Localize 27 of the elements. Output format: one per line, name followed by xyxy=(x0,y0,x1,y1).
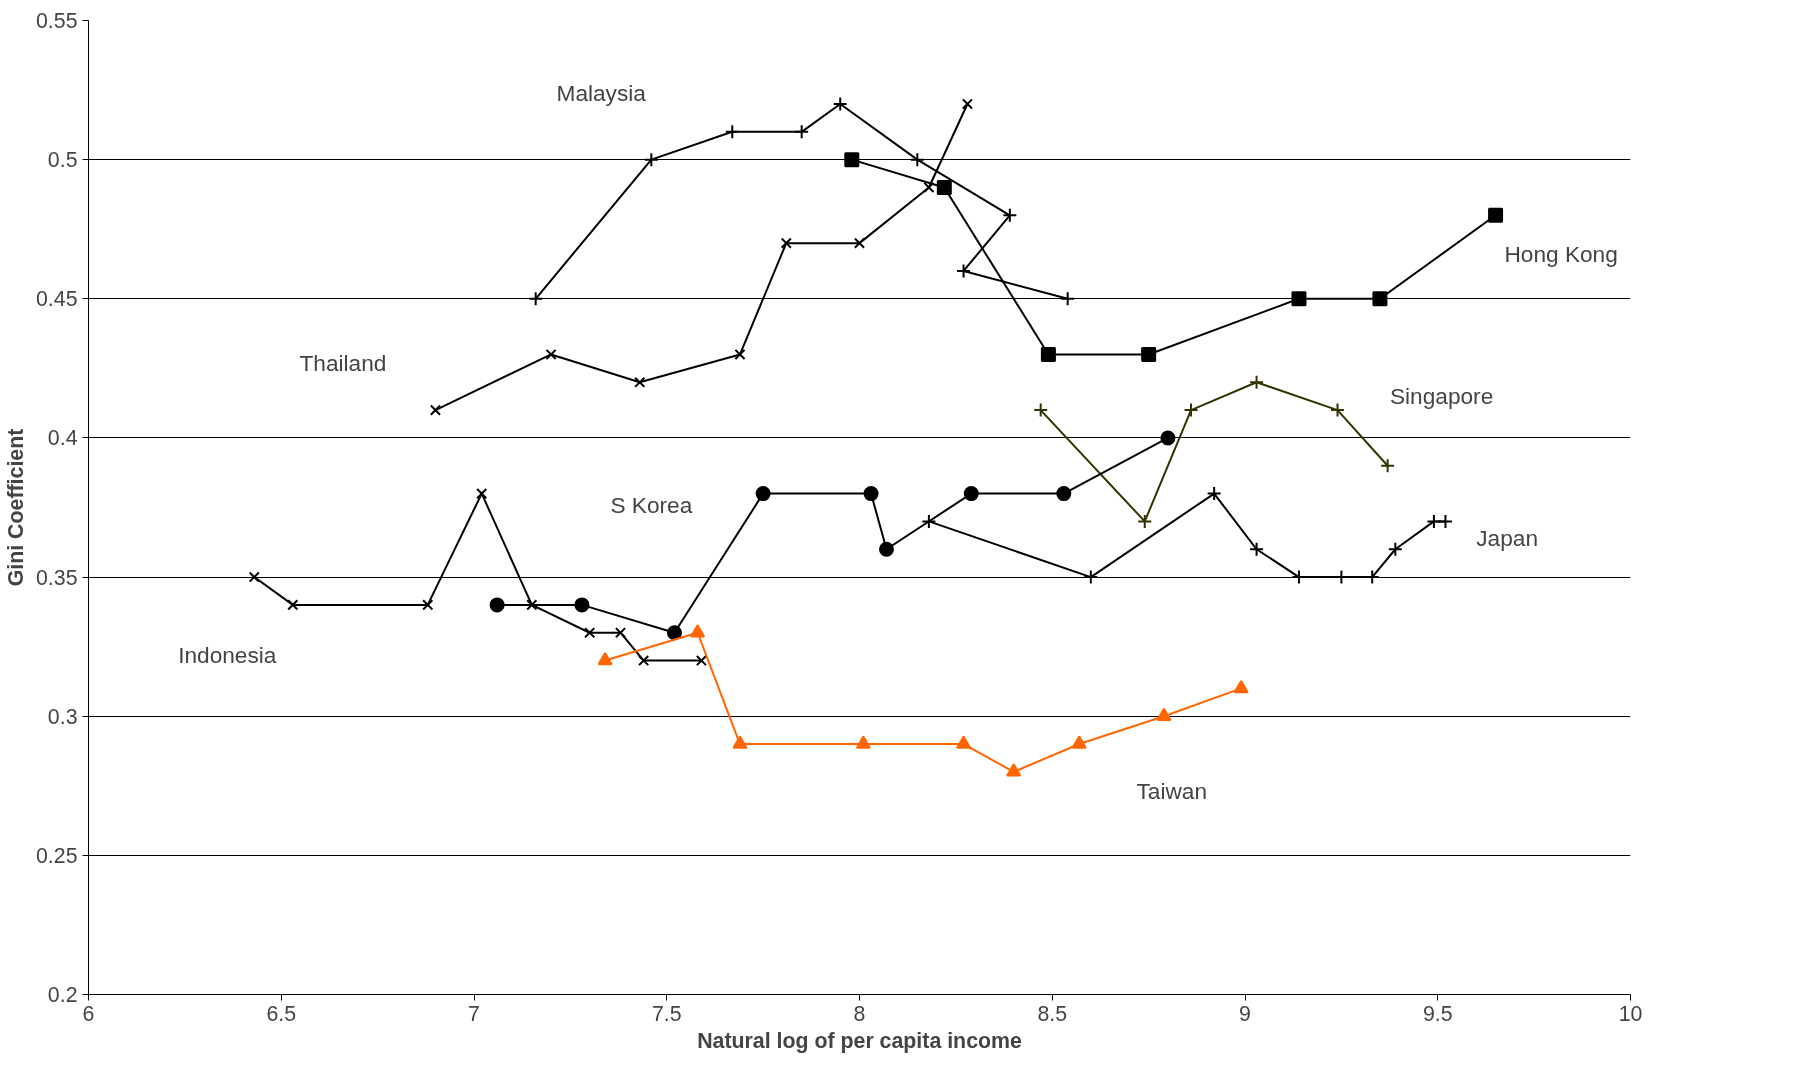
y-tick-label: 0.55 xyxy=(35,9,78,33)
y-tick-label: 0.45 xyxy=(35,287,78,312)
x-tick-label: 6.5 xyxy=(266,1001,297,1026)
y-tick-label: 0.35 xyxy=(35,565,78,590)
x-tick-label: 8.5 xyxy=(1037,1001,1068,1026)
series-label: Hong Kong xyxy=(1504,241,1618,268)
text: Taiwan xyxy=(1136,778,1208,805)
x-tick-label: 9 xyxy=(1239,1001,1251,1026)
series-label: Japan xyxy=(1476,525,1539,552)
series-label: Indonesia xyxy=(178,641,277,668)
y-tick-label: 0.2 xyxy=(47,983,78,1007)
y-tick-label: 0.4 xyxy=(47,426,78,451)
text: Malaysia xyxy=(556,79,647,106)
y-tick-label: 0.5 xyxy=(47,148,78,173)
x-tick-label: 7.5 xyxy=(651,1001,682,1026)
series-label: Singapore xyxy=(1389,383,1494,410)
y-tick-label: 0.3 xyxy=(47,704,78,729)
x-tick-label: 8 xyxy=(853,1001,866,1026)
x-axis-title: Natural log of per capita income xyxy=(697,1028,1022,1053)
y-axis-title: Gini Coefficient xyxy=(3,428,28,587)
x-tick-label: 9.5 xyxy=(1422,1001,1453,1026)
text: Thailand xyxy=(299,349,387,376)
y-tick-label: 0.25 xyxy=(35,843,78,868)
text: S Korea xyxy=(610,491,693,518)
x-tick-label: 6 xyxy=(82,1001,95,1026)
x-tick-label: 7 xyxy=(468,1001,480,1026)
x-tick-label: 10 xyxy=(1618,1001,1643,1026)
